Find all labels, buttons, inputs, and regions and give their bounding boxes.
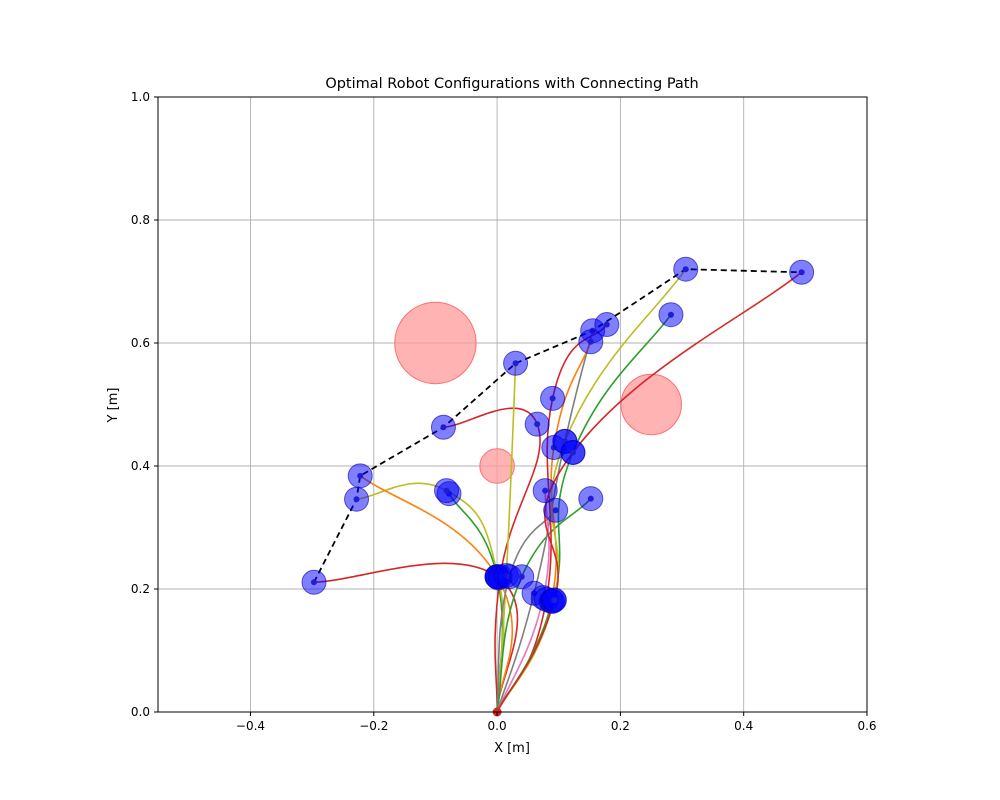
joint-center [443,487,450,494]
joint-center [512,360,519,367]
chart-title: Optimal Robot Configurations with Connec… [325,76,698,92]
robot-links [313,268,803,713]
y-tick-label: 1.0 [131,90,150,104]
joint-center [667,311,674,318]
joint-center [549,395,556,402]
y-axis-label: Y [m] [106,388,121,424]
obstacle-circle [479,448,515,484]
y-tick-label: 0.2 [131,582,150,596]
joint-center [518,573,525,580]
joint-center [440,424,447,431]
obstacles [394,301,682,484]
robot-link-curve [359,475,514,713]
joint-center [798,269,805,276]
joint-center [534,421,541,428]
joint-center [551,597,558,604]
x-tick-label: 0.2 [611,719,630,733]
joint-center [552,507,559,514]
robot-link-curve [443,407,541,713]
joint-center [587,338,594,345]
robot-link-curve [448,493,504,713]
y-tick-label: 0.0 [131,705,150,719]
y-tick-label: 0.8 [131,213,150,227]
joint-center [682,266,689,273]
joint-center [587,495,594,502]
connecting-path-line [313,268,802,583]
x-tick-label: −0.4 [236,719,265,733]
joint-center [357,472,364,479]
robot-link-curve [356,482,505,713]
joint-center [603,321,610,328]
robot-link-curve [496,363,517,713]
joint-center [353,496,360,503]
x-tick-label: 0.4 [734,719,753,733]
joint-center [569,449,576,456]
joint-center [310,579,317,586]
plot-frame [157,96,868,713]
y-tick-label: 0.6 [131,336,150,350]
axis-ticks: −0.4 −0.2 0.0 0.2 0.4 0.6 0.0 0.2 0.4 0.6 0.8 1.0 [131,90,877,733]
x-tick-label: −0.2 [359,719,388,733]
robot-link-curve [496,330,594,713]
robot-link-curve [496,314,672,713]
robot-joints [301,256,815,717]
x-tick-label: 0.0 [488,719,507,733]
joint-center [542,487,549,494]
x-tick-label: 0.6 [857,719,876,733]
y-tick-label: 0.4 [131,459,150,473]
robot-link-curve [313,562,519,713]
obstacle-circle [620,373,682,436]
x-axis-label: X [m] [494,741,530,756]
obstacle-circle [394,301,477,385]
